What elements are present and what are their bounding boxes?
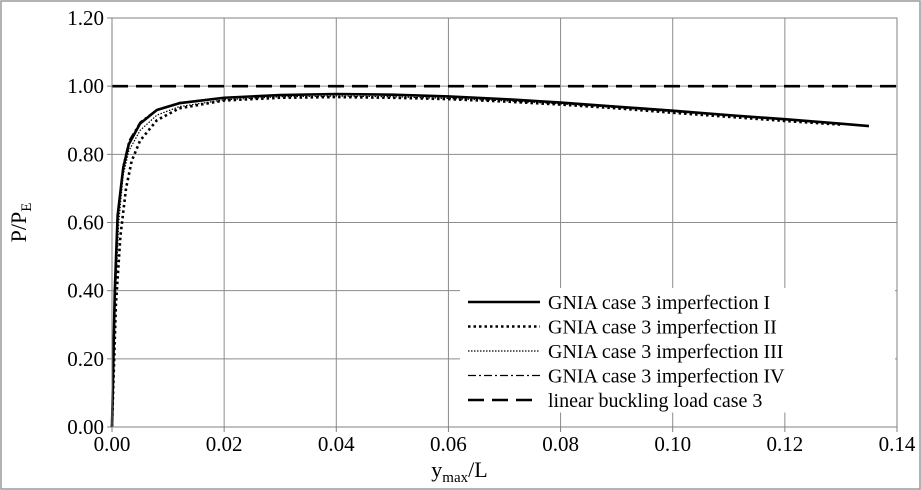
legend-label-imperfection-3: GNIA case 3 imperfection III: [548, 341, 783, 363]
x-tick-label: 0.06: [430, 432, 467, 456]
x-axis-label-main: y: [431, 457, 442, 482]
x-axis-label: ymax/L: [431, 457, 487, 486]
legend: GNIA case 3 imperfection I GNIA case 3 i…: [460, 288, 895, 413]
y-tick-label: 0.60: [67, 211, 104, 235]
y-axis-label-main: P/P: [6, 212, 31, 243]
x-tick-label: 0.02: [206, 432, 243, 456]
x-axis-label-tail: /L: [468, 457, 488, 482]
plot-area-border: [111, 17, 898, 428]
y-tick-label: 0.20: [67, 347, 104, 371]
legend-label-imperfection-2: GNIA case 3 imperfection II: [548, 317, 777, 339]
series-line-1: [110, 92, 870, 428]
x-tick-label: 0.08: [542, 432, 579, 456]
x-tick-label: 0.04: [318, 432, 355, 456]
y-tick-label: 1.20: [67, 6, 104, 30]
y-tick-label: 0.40: [67, 279, 104, 303]
legend-label-imperfection-1: GNIA case 3 imperfection I: [548, 292, 770, 314]
y-axis-label-sub: E: [19, 203, 35, 212]
y-tick-label: 0.80: [67, 142, 104, 166]
x-tick-label: 0.12: [766, 432, 803, 456]
x-tick-label: 0.00: [94, 432, 131, 456]
legend-label-linear-buckling: linear buckling load case 3: [548, 390, 762, 412]
series-line-2: [110, 95, 842, 428]
x-axis-label-sub: max: [442, 470, 468, 486]
legend-label-imperfection-4: GNIA case 3 imperfection IV: [548, 366, 785, 388]
y-tick-label: 1.00: [67, 74, 104, 98]
tick-labels: 0.00 0.02 0.04 0.06 0.08 0.10 0.12 0.14 0.00 0.20…: [67, 6, 916, 456]
legend-background: [460, 288, 895, 413]
y-tick-label: 0.00: [67, 415, 104, 439]
x-tick-label: 0.14: [879, 432, 916, 456]
series-layer: [110, 84, 897, 428]
y-axis-label: P/PE: [6, 203, 35, 243]
x-tick-label: 0.10: [654, 432, 691, 456]
